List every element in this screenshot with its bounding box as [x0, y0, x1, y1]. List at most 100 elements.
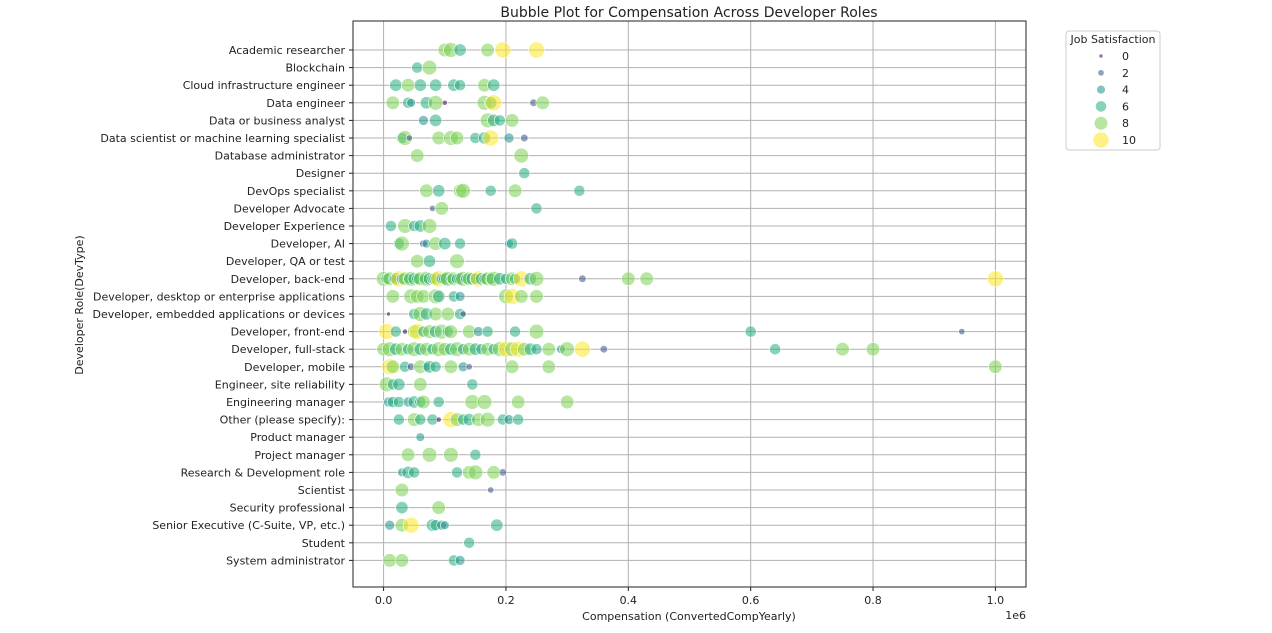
- y-tick-label: Developer, mobile: [244, 361, 345, 374]
- legend-marker: [1093, 116, 1109, 131]
- y-tick-label: Senior Executive (C-Suite, VP, etc.): [152, 519, 345, 532]
- data-point: [454, 291, 466, 302]
- data-point: [494, 41, 512, 59]
- y-tick-label: Academic researcher: [229, 44, 346, 57]
- y-tick-label: Project manager: [254, 449, 345, 462]
- data-point: [486, 465, 501, 480]
- y-tick-label: Cloud infrastructure engineer: [183, 79, 346, 92]
- data-point: [421, 447, 438, 463]
- data-point: [507, 183, 523, 198]
- data-point: [639, 271, 654, 286]
- data-point: [440, 520, 450, 530]
- data-point: [429, 113, 443, 127]
- data-point: [528, 41, 545, 59]
- data-point: [987, 270, 1004, 288]
- data-point: [385, 289, 400, 304]
- data-point: [386, 311, 391, 317]
- data-point: [744, 325, 757, 338]
- y-tick-label: Developer, embedded applications or devi…: [92, 308, 345, 321]
- y-tick-label: Research & Development role: [181, 466, 346, 479]
- data-point: [384, 519, 396, 531]
- data-point: [541, 342, 556, 357]
- data-point: [574, 340, 591, 358]
- data-point: [440, 306, 455, 322]
- data-point: [416, 394, 431, 410]
- data-point: [385, 95, 400, 110]
- data-point: [421, 218, 438, 234]
- data-point: [535, 95, 550, 110]
- data-point: [421, 59, 438, 76]
- data-point: [509, 325, 521, 338]
- data-point: [490, 518, 504, 532]
- data-point: [443, 324, 459, 339]
- data-point: [454, 555, 466, 566]
- data-point: [504, 113, 520, 128]
- legend-frame: [1065, 30, 1161, 151]
- data-point: [484, 184, 497, 197]
- data-point: [835, 342, 850, 357]
- data-point: [769, 343, 782, 356]
- data-point: [394, 482, 410, 498]
- y-tick-label: Student: [302, 537, 346, 550]
- data-point: [528, 323, 545, 340]
- data-point: [395, 501, 409, 515]
- data-point: [435, 416, 442, 423]
- data-point: [493, 114, 506, 127]
- data-point: [469, 448, 482, 461]
- y-tick-label: Product manager: [250, 431, 345, 444]
- data-point: [503, 132, 515, 144]
- data-point: [541, 359, 556, 374]
- data-point: [431, 500, 446, 515]
- data-point: [467, 464, 484, 481]
- data-point: [512, 413, 525, 426]
- data-point: [621, 271, 636, 286]
- y-tick-label: Developer, desktop or enterprise applica…: [93, 290, 345, 303]
- data-point: [498, 468, 508, 477]
- y-tick-label: Other (please specify):: [220, 414, 345, 427]
- y-tick-label: Data or business analyst: [209, 114, 346, 127]
- legend-label: 2: [1122, 67, 1129, 80]
- data-point: [432, 289, 446, 303]
- data-point: [559, 394, 575, 410]
- y-tick-label: Engineer, site reliability: [215, 378, 346, 391]
- legend-marker: [1092, 131, 1110, 149]
- data-point: [463, 536, 476, 549]
- data-point: [429, 360, 442, 373]
- legend-title: Job Satisfaction: [1069, 33, 1155, 46]
- data-point: [466, 378, 479, 391]
- legend-marker: [1097, 69, 1105, 77]
- data-point: [429, 78, 443, 92]
- data-point: [455, 183, 471, 199]
- data-point: [449, 130, 465, 146]
- data-point: [415, 432, 425, 442]
- data-point: [389, 325, 402, 338]
- data-point: [406, 98, 416, 108]
- data-point: [432, 396, 445, 408]
- data-point: [513, 147, 529, 164]
- data-point: [392, 377, 406, 391]
- y-tick-label: Developer, AI: [271, 238, 345, 251]
- data-point: [394, 235, 410, 252]
- y-tick-label: Security professional: [230, 502, 345, 515]
- x-tick-label: 0.2: [497, 594, 515, 607]
- data-point: [988, 359, 1003, 374]
- data-point: [382, 553, 397, 568]
- data-point: [394, 553, 410, 568]
- data-point: [482, 129, 500, 147]
- y-tick-label: Developer, front-end: [231, 326, 345, 339]
- data-point: [401, 447, 416, 462]
- data-point: [408, 466, 421, 479]
- y-tick-label: Data scientist or machine learning speci…: [100, 132, 345, 145]
- y-tick-label: Developer, back-end: [231, 273, 345, 286]
- y-tick-label: Developer Advocate: [234, 202, 346, 215]
- data-point: [413, 78, 427, 92]
- y-tick-label: Developer, full-stack: [231, 343, 345, 356]
- data-point: [476, 394, 493, 410]
- data-point: [518, 167, 531, 180]
- data-point: [413, 377, 428, 392]
- x-tick-label: 0.0: [375, 594, 393, 607]
- data-point: [487, 78, 501, 92]
- y-tick-label: Engineering manager: [226, 396, 345, 409]
- data-point: [443, 447, 459, 463]
